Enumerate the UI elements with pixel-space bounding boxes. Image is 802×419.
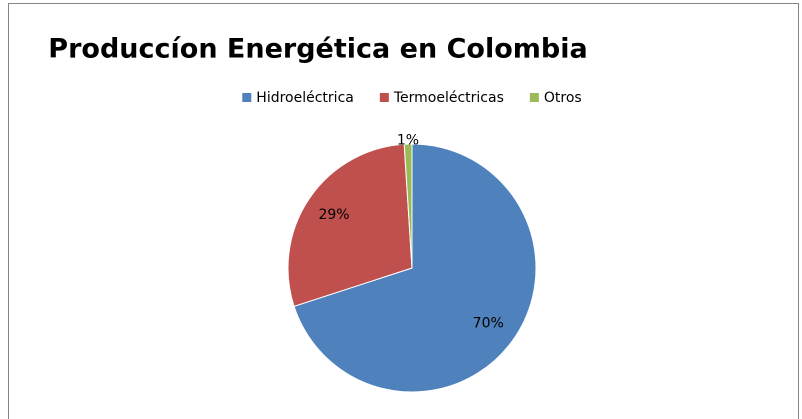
chart-title: Produccíon Energética en Colombia	[48, 34, 587, 65]
legend-swatch	[242, 93, 252, 102]
pie-slice	[293, 143, 537, 393]
data-label: 29%	[318, 207, 349, 223]
legend-swatch	[379, 93, 389, 102]
legend-label: Otros	[544, 90, 582, 106]
legend-swatch	[529, 93, 539, 102]
pie-slice	[403, 143, 413, 269]
legend-label: Hidroeléctrica	[256, 90, 354, 106]
pie-slice	[287, 143, 413, 307]
data-label: 1%	[397, 132, 419, 148]
data-label: 70%	[473, 315, 504, 331]
legend-label: Termoeléctricas	[393, 90, 504, 106]
